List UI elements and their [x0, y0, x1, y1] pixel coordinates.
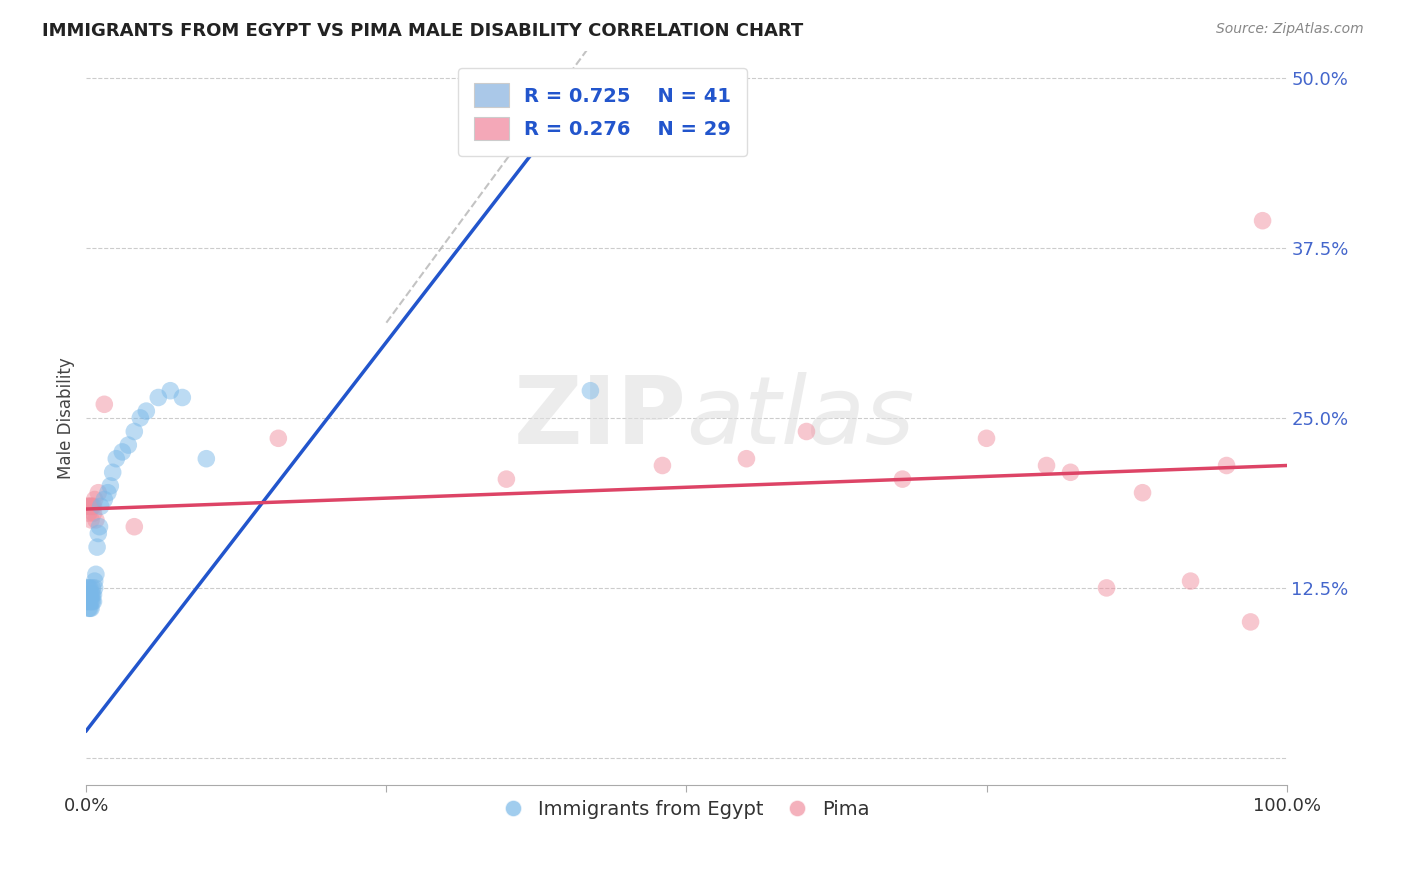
Point: [159, 384, 181, 398]
Point: [87, 526, 110, 541]
Point: [84, 513, 107, 527]
Point: [735, 451, 758, 466]
Point: [195, 451, 218, 466]
Point: [89, 519, 111, 533]
Point: [76, 500, 98, 514]
Point: [80, 513, 103, 527]
Point: [79, 581, 101, 595]
Point: [651, 458, 673, 473]
Point: [148, 391, 170, 405]
Point: [80, 500, 103, 514]
Point: [1035, 458, 1057, 473]
Point: [129, 410, 152, 425]
Text: IMMIGRANTS FROM EGYPT VS PIMA MALE DISABILITY CORRELATION CHART: IMMIGRANTS FROM EGYPT VS PIMA MALE DISAB…: [42, 22, 803, 40]
Point: [1132, 485, 1154, 500]
Point: [124, 425, 146, 439]
Point: [117, 438, 139, 452]
Point: [76, 588, 98, 602]
Point: [83, 581, 105, 595]
Point: [495, 472, 517, 486]
Point: [82, 594, 104, 608]
Point: [77, 601, 100, 615]
Text: Source: ZipAtlas.com: Source: ZipAtlas.com: [1216, 22, 1364, 37]
Point: [1239, 615, 1261, 629]
Point: [80, 601, 103, 615]
Point: [82, 500, 104, 514]
Point: [76, 594, 98, 608]
Point: [77, 506, 100, 520]
Point: [98, 479, 121, 493]
Point: [80, 594, 103, 608]
Text: ZIP: ZIP: [513, 372, 686, 464]
Legend: Immigrants from Egypt, Pima: Immigrants from Egypt, Pima: [495, 792, 877, 827]
Point: [82, 506, 104, 520]
Point: [101, 465, 124, 479]
Point: [77, 594, 100, 608]
Point: [93, 397, 115, 411]
Point: [891, 472, 914, 486]
Point: [579, 384, 602, 398]
Point: [82, 588, 104, 602]
Point: [135, 404, 157, 418]
Point: [1095, 581, 1118, 595]
Y-axis label: Male Disability: Male Disability: [58, 357, 75, 479]
Point: [124, 519, 146, 533]
Point: [77, 581, 100, 595]
Point: [1059, 465, 1081, 479]
Point: [82, 588, 104, 602]
Point: [80, 588, 103, 602]
Point: [82, 594, 104, 608]
Point: [90, 500, 112, 514]
Point: [93, 492, 115, 507]
Point: [1215, 458, 1237, 473]
Point: [111, 445, 134, 459]
Point: [82, 581, 104, 595]
Point: [172, 391, 194, 405]
Point: [83, 574, 105, 588]
Point: [86, 540, 108, 554]
Point: [77, 500, 100, 514]
Point: [976, 431, 998, 445]
Point: [77, 588, 100, 602]
Point: [796, 425, 818, 439]
Point: [1251, 213, 1274, 227]
Point: [79, 500, 101, 514]
Point: [79, 601, 101, 615]
Point: [79, 594, 101, 608]
Point: [79, 588, 101, 602]
Point: [87, 485, 110, 500]
Point: [76, 581, 98, 595]
Text: atlas: atlas: [686, 372, 915, 464]
Point: [83, 492, 105, 507]
Point: [1180, 574, 1202, 588]
Point: [267, 431, 290, 445]
Point: [97, 485, 120, 500]
Point: [82, 500, 104, 514]
Point: [105, 451, 128, 466]
Point: [84, 567, 107, 582]
